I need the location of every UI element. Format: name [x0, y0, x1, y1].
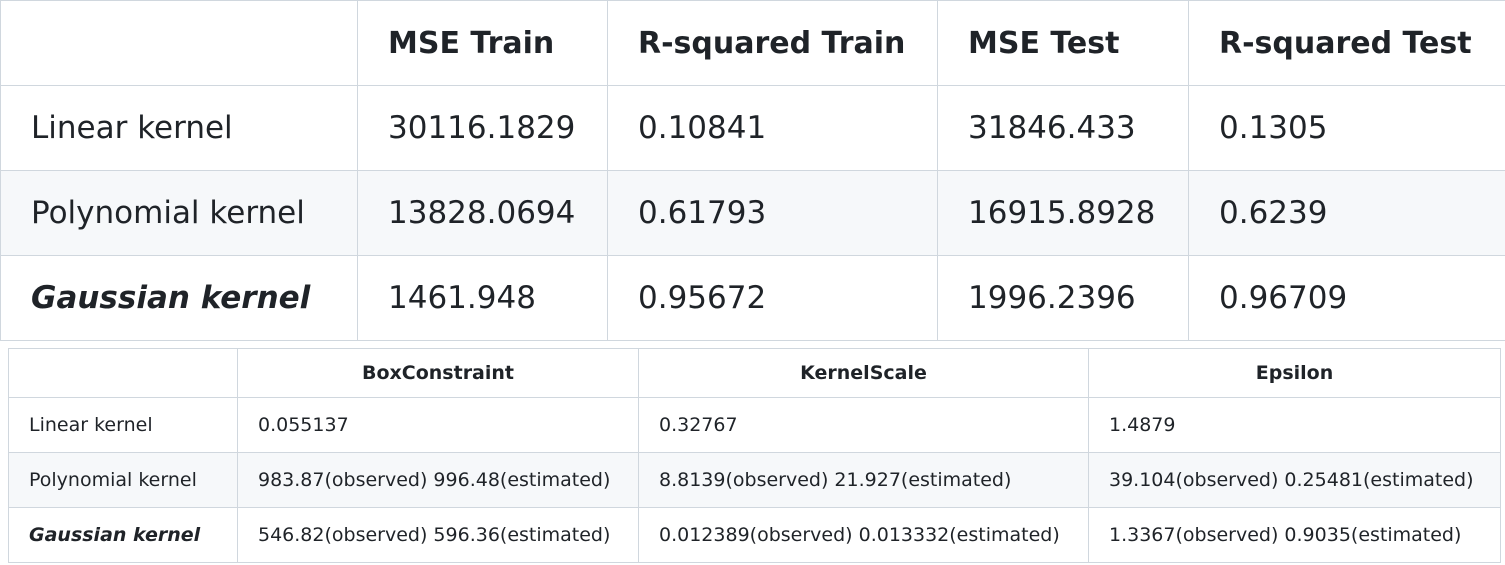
cell: 0.6239 — [1188, 170, 1505, 256]
row: Gaussian kernel 546.82(observed) 596.36(e… — [8, 507, 1501, 563]
params-table: BoxConstraint KernelScale Epsilon Linear ke… — [8, 348, 1501, 563]
metrics-table: MSE Train R-squared Train MSE Test R-square… — [0, 0, 1505, 341]
header-cell — [8, 348, 238, 398]
header-row: BoxConstraint KernelScale Epsilon — [8, 348, 1501, 398]
header-cell: KernelScale — [638, 348, 1089, 398]
cell: 0.10841 — [607, 85, 938, 171]
cell: 0.012389(observed) 0.013332(estimated) — [638, 507, 1089, 563]
cell: 1.4879 — [1088, 397, 1501, 453]
cell: 31846.433 — [937, 85, 1189, 171]
cell: Polynomial kernel — [8, 452, 238, 508]
cell: 39.104(observed) 0.25481(estimated) — [1088, 452, 1501, 508]
cell: 30116.1829 — [357, 85, 608, 171]
cell: 0.61793 — [607, 170, 938, 256]
cell: Linear kernel — [0, 85, 358, 171]
row: Linear kernel 30116.1829 0.10841 31846.433 0… — [0, 85, 1505, 171]
cell: Gaussian kernel — [0, 255, 358, 341]
cell: 0.96709 — [1188, 255, 1505, 341]
cell: 1461.948 — [357, 255, 608, 341]
row: Polynomial kernel 13828.0694 0.61793 16915.… — [0, 170, 1505, 256]
row: Polynomial kernel 983.87(observed) 996.48… — [8, 452, 1501, 508]
header-cell: R-squared Test — [1188, 0, 1505, 86]
cell: Gaussian kernel — [8, 507, 238, 563]
header-cell: R-squared Train — [607, 0, 938, 86]
cell: 983.87(observed) 996.48(estimated) — [237, 452, 639, 508]
cell: 1.3367(observed) 0.9035(estimated) — [1088, 507, 1501, 563]
cell: Polynomial kernel — [0, 170, 358, 256]
header-cell: BoxConstraint — [237, 348, 639, 398]
cell: 0.055137 — [237, 397, 639, 453]
cell: 1996.2396 — [937, 255, 1189, 341]
cell: Linear kernel — [8, 397, 238, 453]
header-cell — [0, 0, 358, 86]
row: Linear kernel 0.055137 0.32767 1.4879 — [8, 397, 1501, 453]
cell: 0.95672 — [607, 255, 938, 341]
row: Gaussian kernel 1461.948 0.95672 1996.2396 0… — [0, 255, 1505, 341]
header-row: MSE Train R-squared Train MSE Test R-square… — [0, 0, 1505, 86]
cell: 0.1305 — [1188, 85, 1505, 171]
cell: 546.82(observed) 596.36(estimated) — [237, 507, 639, 563]
header-cell: MSE Test — [937, 0, 1189, 86]
header-cell: MSE Train — [357, 0, 608, 86]
cell: 13828.0694 — [357, 170, 608, 256]
cell: 8.8139(observed) 21.927(estimated) — [638, 452, 1089, 508]
header-cell: Epsilon — [1088, 348, 1501, 398]
cell: 16915.8928 — [937, 170, 1189, 256]
cell: 0.32767 — [638, 397, 1089, 453]
